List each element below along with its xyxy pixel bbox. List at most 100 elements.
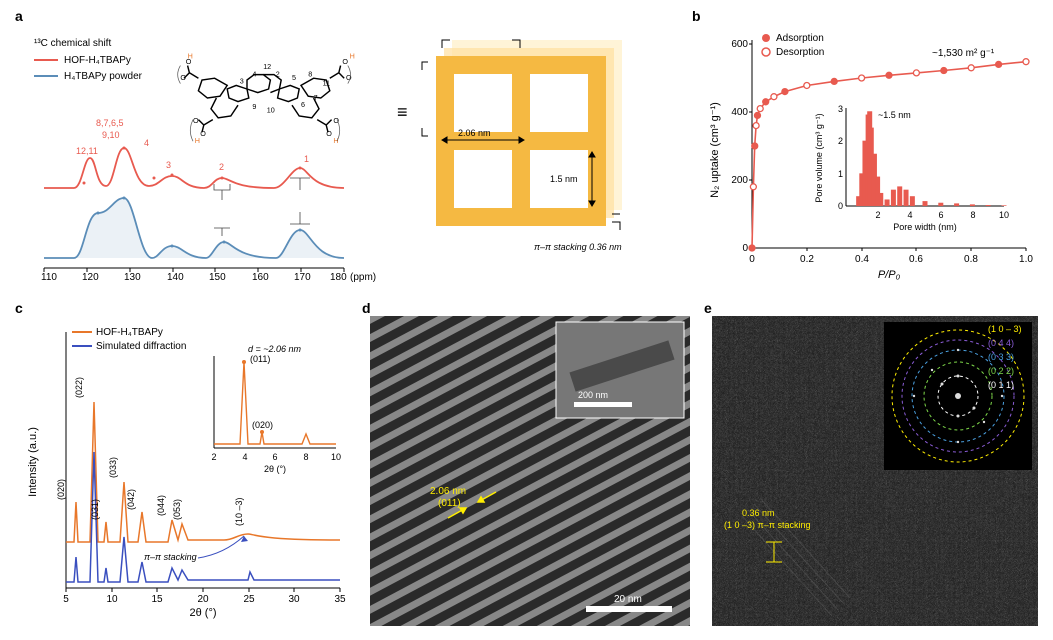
svg-text:O: O xyxy=(200,129,206,138)
svg-text:110: 110 xyxy=(41,272,57,283)
panel-a-label: a xyxy=(15,8,23,24)
inset-c-d: d = ~2.06 nm xyxy=(248,344,302,354)
peak-4: 4 xyxy=(144,138,149,148)
svg-text:15: 15 xyxy=(151,594,163,605)
peak-2: 2 xyxy=(219,162,224,172)
ring-3: (0 3 3) xyxy=(988,352,1014,362)
svg-text:5: 5 xyxy=(292,73,296,82)
axis-b-y: N₂ uptake (cm³ g⁻¹) xyxy=(709,102,721,198)
legend-c-1: HOF-H₄TBAPy xyxy=(96,327,163,338)
svg-text:6: 6 xyxy=(938,210,943,220)
surface-area: ~1,530 m² g⁻¹ xyxy=(932,48,995,59)
svg-text:160: 160 xyxy=(252,272,269,283)
svg-text:140: 140 xyxy=(167,272,184,283)
peak-12-11: 12,11 xyxy=(76,146,98,156)
svg-text:2: 2 xyxy=(838,136,843,146)
legend-c-2: Simulated diffraction xyxy=(96,341,186,352)
svg-text:0: 0 xyxy=(749,254,755,265)
svg-text:200: 200 xyxy=(731,175,748,186)
pk042: (042) xyxy=(126,489,136,510)
svg-text:600: 600 xyxy=(731,39,748,50)
svg-text:0.6: 0.6 xyxy=(909,254,923,265)
panel-e-label: e xyxy=(704,300,712,316)
panel-c: Intensity (a.u.) 2θ (°) 51015 20253035 H… xyxy=(20,312,350,628)
svg-text:10: 10 xyxy=(267,105,275,114)
peak-8765: 8,7,6,5 xyxy=(96,118,124,128)
svg-text:3: 3 xyxy=(838,104,843,114)
axis-b-x: P/P₀ xyxy=(878,269,901,281)
axis-c-y: Intensity (a.u.) xyxy=(27,427,39,497)
panel-e: 0.36 nm (1 0 –3) π–π stacking ( xyxy=(712,316,1038,626)
pk044: (044) xyxy=(156,495,166,516)
pk020: (020) xyxy=(56,479,66,500)
pk033: (033) xyxy=(108,457,118,478)
svg-text:180: 180 xyxy=(330,272,347,283)
svg-text:2: 2 xyxy=(276,69,280,78)
axis-a-ticks: 110 120 130 140 150 160 170 180 xyxy=(41,272,347,283)
panel-b: 0 200 400 600 00.20.4 0.60.81.0 P/P₀ N₂ … xyxy=(700,20,1040,290)
svg-text:11: 11 xyxy=(323,78,330,87)
svg-text:10: 10 xyxy=(331,452,341,462)
ring-2: (0 4 4) xyxy=(988,338,1014,348)
svg-text:0: 0 xyxy=(838,201,843,211)
svg-text:4: 4 xyxy=(907,210,912,220)
svg-text:10: 10 xyxy=(106,594,118,605)
svg-text:130: 130 xyxy=(124,272,141,283)
svg-text:H: H xyxy=(195,136,200,145)
svg-text:2: 2 xyxy=(875,210,880,220)
svg-text:7: 7 xyxy=(314,93,318,102)
svg-text:4: 4 xyxy=(252,69,256,78)
inset-b-x: Pore width (nm) xyxy=(893,222,957,232)
svg-text:9: 9 xyxy=(252,102,256,111)
panel-b-inset: 0 1 2 3 2 4 6 8 10 Pore width (nm) Pore volume … xyxy=(812,98,1009,232)
equals-icon: ≡ xyxy=(397,102,408,122)
e-spacing: 0.36 nm xyxy=(742,508,775,518)
pore-size-label: 1.5 nm xyxy=(550,174,578,184)
svg-text:1: 1 xyxy=(838,169,843,179)
svg-text:6: 6 xyxy=(272,452,277,462)
panel-d-label: d xyxy=(362,300,371,316)
svg-text:8: 8 xyxy=(303,452,308,462)
svg-text:O: O xyxy=(326,129,332,138)
svg-text:8: 8 xyxy=(970,210,975,220)
schematic-grid: 2.06 nm 1.5 nm π–π stacking 0.36 nm xyxy=(422,40,622,252)
svg-text:H: H xyxy=(350,51,355,60)
svg-text:1.0: 1.0 xyxy=(1019,254,1033,265)
legend-b-des: Desorption xyxy=(776,47,824,58)
svg-text:120: 120 xyxy=(82,272,99,283)
nmr-trace-blue xyxy=(44,198,344,258)
d-spacing-label: 2.06 nm xyxy=(430,486,466,497)
svg-text:10: 10 xyxy=(999,210,1009,220)
svg-text:0: 0 xyxy=(742,243,748,254)
svg-text:2: 2 xyxy=(211,452,216,462)
svg-text:H: H xyxy=(188,51,193,60)
inset-b-peak: ~1.5 nm xyxy=(878,110,911,120)
svg-text:8: 8 xyxy=(308,69,312,78)
e-plane: (1 0 –3) π–π stacking xyxy=(724,520,810,530)
ring-1: (1 0 – 3) xyxy=(988,324,1022,334)
panel-a-title: ¹³C chemical shift xyxy=(34,38,111,49)
svg-text:4: 4 xyxy=(242,452,247,462)
pk031: (031) xyxy=(90,499,100,520)
svg-text:O: O xyxy=(193,116,199,125)
d-inset-scale: 200 nm xyxy=(578,390,608,400)
inset-c-x: 2θ (°) xyxy=(264,464,286,474)
svg-text:400: 400 xyxy=(731,107,748,118)
pk053: (053) xyxy=(172,499,182,520)
molecule-structure: OOH OOH OOH OOH 81176 5212 43910 xyxy=(178,51,355,145)
pk022: (022) xyxy=(74,377,84,398)
inset-b-y: Pore volume (cm³ g⁻¹) xyxy=(814,113,824,202)
svg-text:150: 150 xyxy=(209,272,226,283)
svg-text:170: 170 xyxy=(294,272,311,283)
panel-d: 2.06 nm (011) 20 nm 200 nm xyxy=(370,316,690,626)
legend-a-2: H₄TBAPy powder xyxy=(64,71,143,82)
d-plane-label: (011) xyxy=(438,498,461,509)
axis-c-x: 2θ (°) xyxy=(189,607,216,619)
peak-9-10: 9,10 xyxy=(102,130,120,140)
svg-text:0.8: 0.8 xyxy=(964,254,978,265)
peak-1: 1 xyxy=(304,154,309,164)
ring-4: (0 2 2) xyxy=(988,366,1014,376)
svg-text:O: O xyxy=(180,73,186,82)
panel-d-inset: 200 nm xyxy=(556,322,684,418)
legend-b-ads: Adsorption xyxy=(776,33,824,44)
